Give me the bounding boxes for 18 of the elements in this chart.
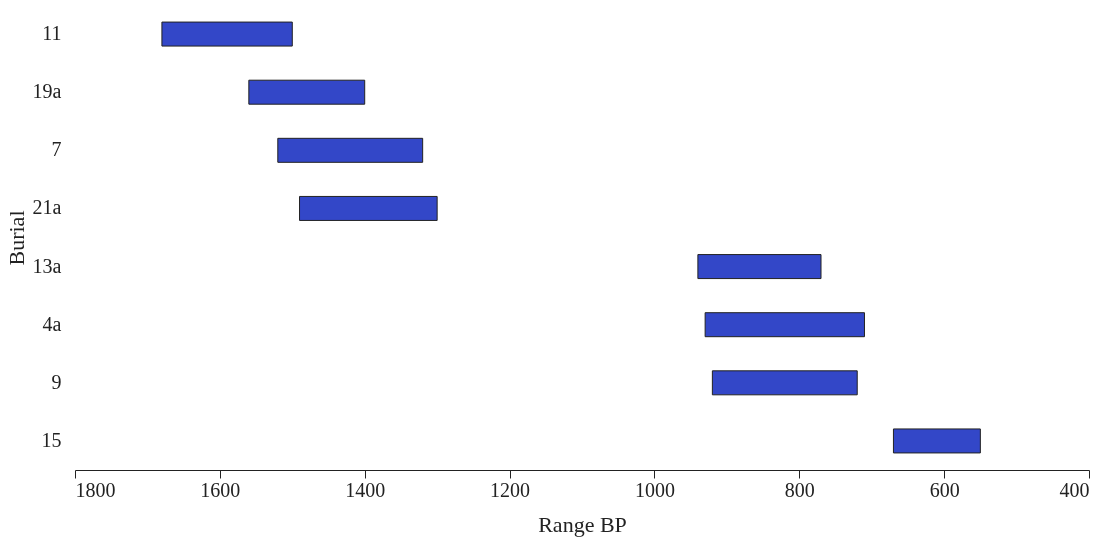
y-axis-title: Burial	[3, 210, 29, 266]
x-tick-label: 400	[1059, 478, 1090, 501]
x-tick-label: 600	[929, 478, 960, 501]
y-tick-label: 4a	[42, 312, 62, 335]
y-tick-label: 19a	[32, 80, 62, 103]
y-tick-label: 7	[51, 138, 62, 161]
x-tick-label: 1000	[634, 478, 675, 501]
x-tick-label: 1400	[345, 478, 386, 501]
y-tick-label: 15	[41, 428, 62, 451]
x-tick-label: 1800	[75, 478, 116, 501]
x-axis-title: Range BP	[538, 511, 627, 537]
y-tick-label: 11	[42, 22, 62, 45]
y-tick-label: 9	[51, 370, 62, 393]
x-tick-label: 1200	[490, 478, 531, 501]
y-tick-label: 21a	[32, 196, 62, 219]
x-tick-label: 1600	[200, 478, 241, 501]
x-tick-label: 800	[784, 478, 815, 501]
y-tick-label: 13a	[32, 254, 62, 277]
